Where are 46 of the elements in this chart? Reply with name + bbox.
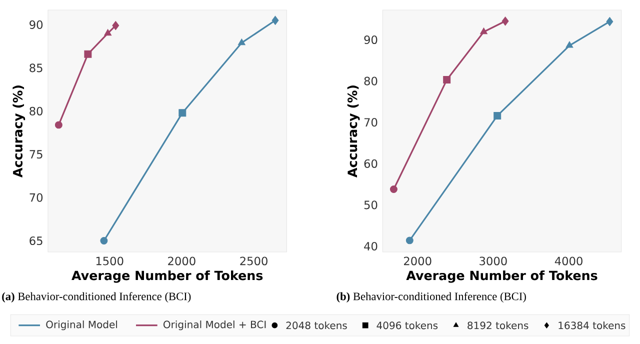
point bbox=[238, 38, 246, 46]
y-tick-label: 40 bbox=[364, 242, 378, 251]
point bbox=[178, 109, 186, 117]
point bbox=[480, 28, 488, 34]
text: 4096 tokens bbox=[376, 321, 438, 330]
x-tick-label: 2000 bbox=[168, 256, 196, 266]
y-axis-title: Accuracy (%) bbox=[347, 86, 360, 178]
x-tick-label: 2000 bbox=[404, 256, 432, 266]
y-tick-label: 85 bbox=[30, 64, 42, 72]
point bbox=[502, 16, 509, 26]
y-tick-label: 90 bbox=[30, 20, 43, 29]
x-axis-title: Average Number of Tokens bbox=[406, 270, 598, 283]
text: 16384 tokens bbox=[558, 321, 626, 330]
point bbox=[272, 16, 279, 25]
x-axis-title: Average Number of Tokens bbox=[72, 270, 263, 283]
x-tick-label: 4000 bbox=[554, 256, 582, 266]
y-tick-label: 65 bbox=[30, 236, 42, 246]
point bbox=[84, 50, 92, 58]
point bbox=[606, 17, 614, 26]
point bbox=[494, 112, 502, 120]
point bbox=[104, 29, 112, 36]
y-tick-label: 70 bbox=[30, 193, 43, 202]
point bbox=[390, 185, 398, 193]
point bbox=[566, 41, 574, 48]
x-tick-label: 2500 bbox=[240, 256, 268, 266]
y-tick-label: 60 bbox=[364, 159, 378, 168]
text: (a) Behavior-conditioned Inference (BCI) bbox=[2, 292, 191, 303]
point bbox=[406, 236, 414, 244]
y-tick-label: 70 bbox=[364, 118, 378, 127]
point bbox=[112, 21, 120, 30]
point bbox=[100, 237, 108, 244]
point bbox=[54, 121, 62, 129]
text: (b) Behavior-conditioned Inference (BCI) bbox=[336, 292, 526, 303]
y-tick-label: 90 bbox=[364, 35, 378, 44]
x-tick-label: 3000 bbox=[480, 256, 507, 266]
y-tick-label: 75 bbox=[30, 150, 42, 159]
text: 2048 tokens bbox=[286, 321, 347, 330]
legend-label: Original Model + BCI bbox=[164, 320, 266, 330]
y-tick-label: 80 bbox=[30, 106, 43, 116]
x-tick-label: 1500 bbox=[96, 256, 124, 266]
y-tick-label: 80 bbox=[364, 76, 378, 86]
legend-label: Original Model bbox=[46, 320, 117, 330]
y-tick-label: 50 bbox=[364, 200, 378, 210]
text: 8192 tokens bbox=[468, 321, 528, 330]
y-axis-title: Accuracy (%) bbox=[12, 86, 26, 178]
point bbox=[443, 76, 451, 84]
